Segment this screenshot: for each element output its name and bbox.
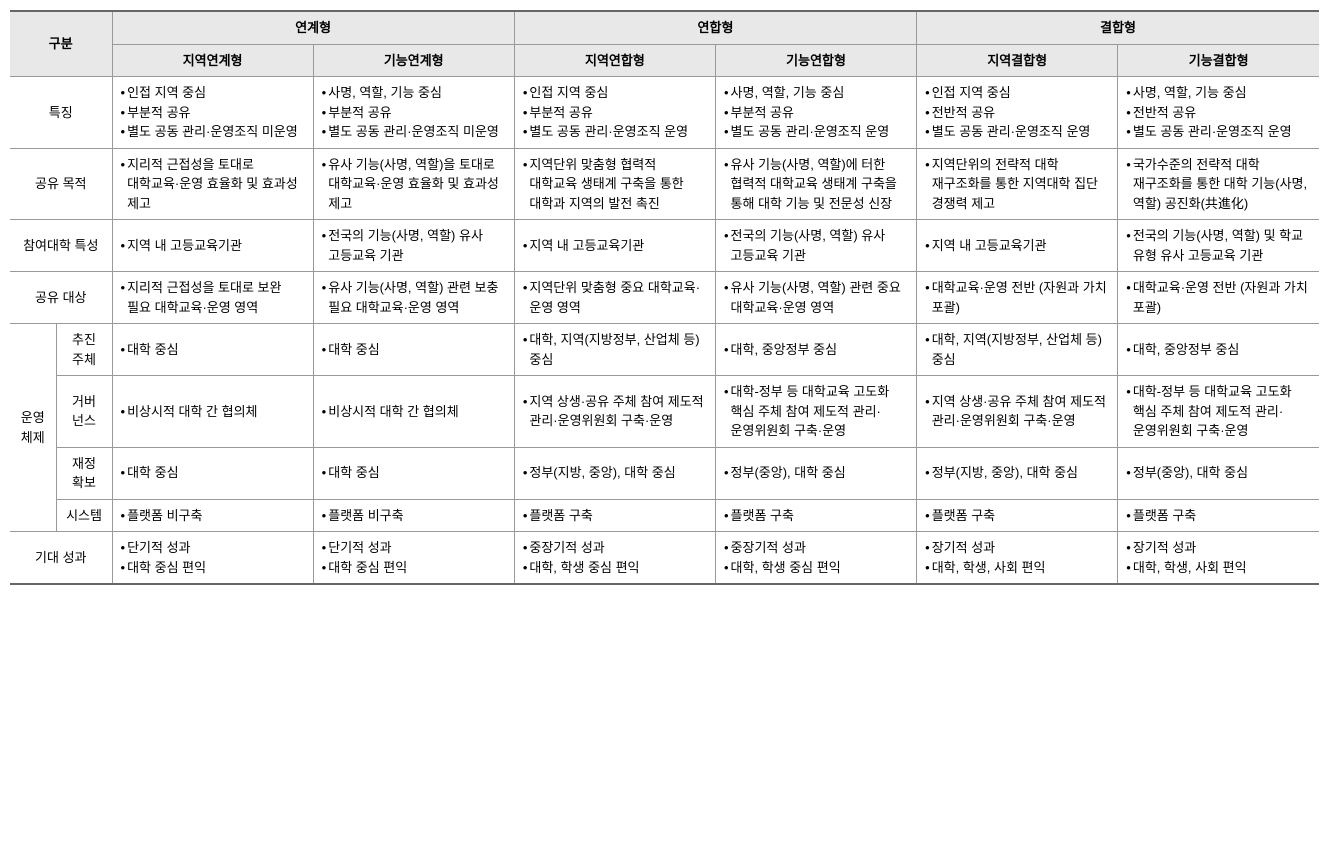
col-header-sub4: 기능연합형 (715, 44, 916, 77)
cell: 지역 상생·공유 주체 참여 제도적 관리·운영위원회 구축·운영 (917, 376, 1118, 448)
cell: 지역 내 고등교육기관 (112, 220, 313, 272)
header-row-2: 지역연계형 기능연계형 지역연합형 기능연합형 지역결합형 기능결합형 (10, 44, 1319, 77)
row-label-op-system: 시스템 (56, 499, 112, 532)
cell: 대학, 지역(지방정부, 산업체 등) 중심 (917, 324, 1118, 376)
cell: 지역단위 맞춤형 협력적 대학교육 생태계 구축을 통한 대학과 지역의 발전 … (514, 148, 715, 220)
header-row-1: 구분 연계형 연합형 결합형 (10, 11, 1319, 44)
row-op-system: 시스템 플랫폼 비구축 플랫폼 비구축 플랫폼 구축 플랫폼 구축 플랫폼 구축… (10, 499, 1319, 532)
row-op-finance: 재정확보 대학 중심 대학 중심 정부(지방, 중앙), 대학 중심 정부(중앙… (10, 447, 1319, 499)
col-header-sub6: 기능결합형 (1118, 44, 1319, 77)
cell: 대학-정부 등 대학교육 고도화 핵심 주체 참여 제도적 관리·운영위원회 구… (715, 376, 916, 448)
cell: 대학 중심 (313, 324, 514, 376)
cell: 지리적 근접성을 토대로 보완 필요 대학교육·운영 영역 (112, 272, 313, 324)
cell: 장기적 성과대학, 학생, 사회 편익 (1118, 532, 1319, 585)
cell: 전국의 기능(사명, 역할) 유사 고등교육 기관 (313, 220, 514, 272)
cell: 지역 내 고등교육기관 (514, 220, 715, 272)
row-op-governance: 거버넌스 비상시적 대학 간 협의체 비상시적 대학 간 협의체 지역 상생·공… (10, 376, 1319, 448)
cell: 전국의 기능(사명, 역할) 및 학교 유형 유사 고등교육 기관 (1118, 220, 1319, 272)
cell: 인접 지역 중심부분적 공유별도 공동 관리·운영조직 미운영 (112, 77, 313, 149)
col-header-gubun: 구분 (10, 11, 112, 77)
comparison-table: 구분 연계형 연합형 결합형 지역연계형 기능연계형 지역연합형 기능연합형 지… (10, 10, 1319, 585)
cell: 지역단위 맞춤형 중요 대학교육·운영 영역 (514, 272, 715, 324)
row-label-features: 특징 (10, 77, 112, 149)
row-features: 특징 인접 지역 중심부분적 공유별도 공동 관리·운영조직 미운영 사명, 역… (10, 77, 1319, 149)
cell: 단기적 성과대학 중심 편익 (313, 532, 514, 585)
col-header-sub1: 지역연계형 (112, 44, 313, 77)
row-label-op-leader: 추진주체 (56, 324, 112, 376)
cell: 플랫폼 구축 (514, 499, 715, 532)
cell: 대학, 중앙정부 중심 (1118, 324, 1319, 376)
cell: 중장기적 성과대학, 학생 중심 편익 (514, 532, 715, 585)
row-label-op-group: 운영체제 (10, 324, 56, 532)
cell: 플랫폼 구축 (715, 499, 916, 532)
cell: 정부(지방, 중앙), 대학 중심 (917, 447, 1118, 499)
row-label-op-finance: 재정확보 (56, 447, 112, 499)
cell: 대학 중심 (313, 447, 514, 499)
cell: 유사 기능(사명, 역할)을 토대로 대학교육·운영 효율화 및 효과성 제고 (313, 148, 514, 220)
cell: 정부(지방, 중앙), 대학 중심 (514, 447, 715, 499)
cell: 대학교육·운영 전반 (자원과 가치 포괄) (917, 272, 1118, 324)
cell: 단기적 성과대학 중심 편익 (112, 532, 313, 585)
cell: 대학 중심 (112, 324, 313, 376)
col-header-group3: 결합형 (917, 11, 1319, 44)
cell: 국가수준의 전략적 대학 재구조화를 통한 대학 기능(사명, 역할) 공진화(… (1118, 148, 1319, 220)
cell: 사명, 역할, 기능 중심전반적 공유별도 공동 관리·운영조직 운영 (1118, 77, 1319, 149)
cell: 유사 기능(사명, 역할) 관련 중요 대학교육·운영 영역 (715, 272, 916, 324)
col-header-sub3: 지역연합형 (514, 44, 715, 77)
cell: 유사 기능(사명, 역할) 관련 보충 필요 대학교육·운영 영역 (313, 272, 514, 324)
cell: 대학 중심 (112, 447, 313, 499)
row-op-leader: 운영체제 추진주체 대학 중심 대학 중심 대학, 지역(지방정부, 산업체 등… (10, 324, 1319, 376)
row-purpose: 공유 목적 지리적 근접성을 토대로 대학교육·운영 효율화 및 효과성 제고 … (10, 148, 1319, 220)
cell: 대학, 중앙정부 중심 (715, 324, 916, 376)
cell: 지역 상생·공유 주체 참여 제도적 관리·운영위원회 구축·운영 (514, 376, 715, 448)
col-header-sub5: 지역결합형 (917, 44, 1118, 77)
row-label-purpose: 공유 목적 (10, 148, 112, 220)
row-outcome: 기대 성과 단기적 성과대학 중심 편익 단기적 성과대학 중심 편익 중장기적… (10, 532, 1319, 585)
cell: 인접 지역 중심전반적 공유별도 공동 관리·운영조직 운영 (917, 77, 1118, 149)
row-participants: 참여대학 특성 지역 내 고등교육기관 전국의 기능(사명, 역할) 유사 고등… (10, 220, 1319, 272)
col-header-group2: 연합형 (514, 11, 916, 44)
cell: 플랫폼 비구축 (313, 499, 514, 532)
cell: 장기적 성과대학, 학생, 사회 편익 (917, 532, 1118, 585)
cell: 사명, 역할, 기능 중심부분적 공유별도 공동 관리·운영조직 운영 (715, 77, 916, 149)
cell: 지리적 근접성을 토대로 대학교육·운영 효율화 및 효과성 제고 (112, 148, 313, 220)
cell: 지역 내 고등교육기관 (917, 220, 1118, 272)
cell: 정부(중앙), 대학 중심 (715, 447, 916, 499)
row-label-outcome: 기대 성과 (10, 532, 112, 585)
row-label-participants: 참여대학 특성 (10, 220, 112, 272)
row-targets: 공유 대상 지리적 근접성을 토대로 보완 필요 대학교육·운영 영역 유사 기… (10, 272, 1319, 324)
cell: 비상시적 대학 간 협의체 (313, 376, 514, 448)
row-label-op-governance: 거버넌스 (56, 376, 112, 448)
cell: 플랫폼 구축 (917, 499, 1118, 532)
cell: 비상시적 대학 간 협의체 (112, 376, 313, 448)
cell: 대학, 지역(지방정부, 산업체 등) 중심 (514, 324, 715, 376)
cell: 유사 기능(사명, 역할)에 터한 협력적 대학교육 생태계 구축을 통해 대학… (715, 148, 916, 220)
col-header-sub2: 기능연계형 (313, 44, 514, 77)
cell: 지역단위의 전략적 대학 재구조화를 통한 지역대학 집단 경쟁력 제고 (917, 148, 1118, 220)
row-label-targets: 공유 대상 (10, 272, 112, 324)
cell: 플랫폼 비구축 (112, 499, 313, 532)
cell: 대학-정부 등 대학교육 고도화 핵심 주체 참여 제도적 관리·운영위원회 구… (1118, 376, 1319, 448)
cell: 사명, 역할, 기능 중심부분적 공유별도 공동 관리·운영조직 미운영 (313, 77, 514, 149)
cell: 플랫폼 구축 (1118, 499, 1319, 532)
col-header-group1: 연계형 (112, 11, 514, 44)
cell: 전국의 기능(사명, 역할) 유사 고등교육 기관 (715, 220, 916, 272)
cell: 인접 지역 중심부분적 공유별도 공동 관리·운영조직 운영 (514, 77, 715, 149)
cell: 정부(중앙), 대학 중심 (1118, 447, 1319, 499)
cell: 중장기적 성과대학, 학생 중심 편익 (715, 532, 916, 585)
cell: 대학교육·운영 전반 (자원과 가치 포괄) (1118, 272, 1319, 324)
